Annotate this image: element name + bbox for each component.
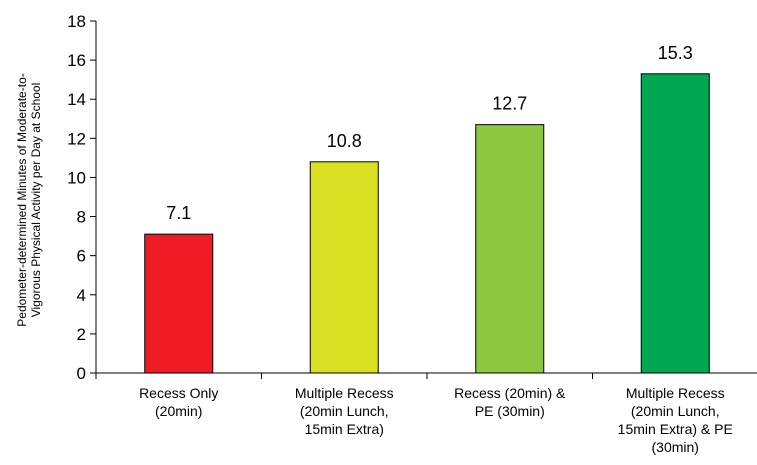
category-label-line: Multiple Recess [626, 385, 725, 401]
y-tick-label: 16 [67, 51, 86, 70]
y-tick-label: 4 [77, 286, 86, 305]
bar [475, 124, 545, 374]
y-tick-label: 8 [77, 208, 86, 227]
x-axis [95, 372, 757, 379]
category-label: Multiple Recess (20min Lunch, 15min Extra)… [618, 385, 733, 455]
category-label: Multiple Recess (20min Lunch, 15min Extra) [295, 385, 394, 437]
category-label-line: PE (30min) [475, 403, 545, 419]
category-label: Recess Only (20min) [139, 385, 218, 419]
data-label: 15.3 [658, 43, 693, 63]
bars [144, 73, 710, 374]
bar [640, 73, 710, 374]
y-tick-label: 6 [77, 247, 86, 266]
y-axis: 0 2 4 6 8 10 12 14 16 18 [67, 12, 97, 383]
category-label-line: 15min Extra) [305, 421, 384, 437]
category-label: Recess (20min) & PE (30min) [454, 385, 566, 419]
category-label-line: Multiple Recess [295, 385, 394, 401]
data-label: 12.7 [492, 94, 527, 114]
category-label-line: 15min Extra) & PE [618, 421, 733, 437]
category-label-line: (30min) [652, 439, 699, 455]
bar [309, 161, 379, 374]
y-tick-label: 14 [67, 90, 86, 109]
bar [144, 233, 214, 374]
y-axis-title-line: Pedometer-determined Minutes of Moderate… [15, 73, 29, 326]
data-labels: 7.1 10.8 12.7 15.3 [166, 43, 693, 223]
data-label: 10.8 [327, 131, 362, 151]
y-axis-label: Pedometer-determined Minutes of Moderate… [15, 73, 43, 326]
category-label-line: Recess Only [139, 385, 218, 401]
category-label-line: Recess (20min) & [454, 385, 566, 401]
y-tick-label: 10 [67, 168, 86, 187]
category-labels: Recess Only (20min) Multiple Recess (20min … [139, 385, 733, 455]
category-label-line: (20min) [155, 403, 202, 419]
y-tick-label: 18 [67, 12, 86, 31]
y-tick-label: 0 [77, 364, 86, 383]
y-tick-label: 2 [77, 325, 86, 344]
category-label-line: (20min Lunch, [300, 403, 389, 419]
y-axis-title: Pedometer-determined Minutes of Moderate… [15, 73, 43, 326]
category-label-line: (20min Lunch, [631, 403, 720, 419]
data-label: 7.1 [166, 203, 191, 223]
y-axis-title-line: Vigorous Physical Activity per Day at Sc… [29, 83, 43, 318]
y-tick-label: 12 [67, 129, 86, 148]
